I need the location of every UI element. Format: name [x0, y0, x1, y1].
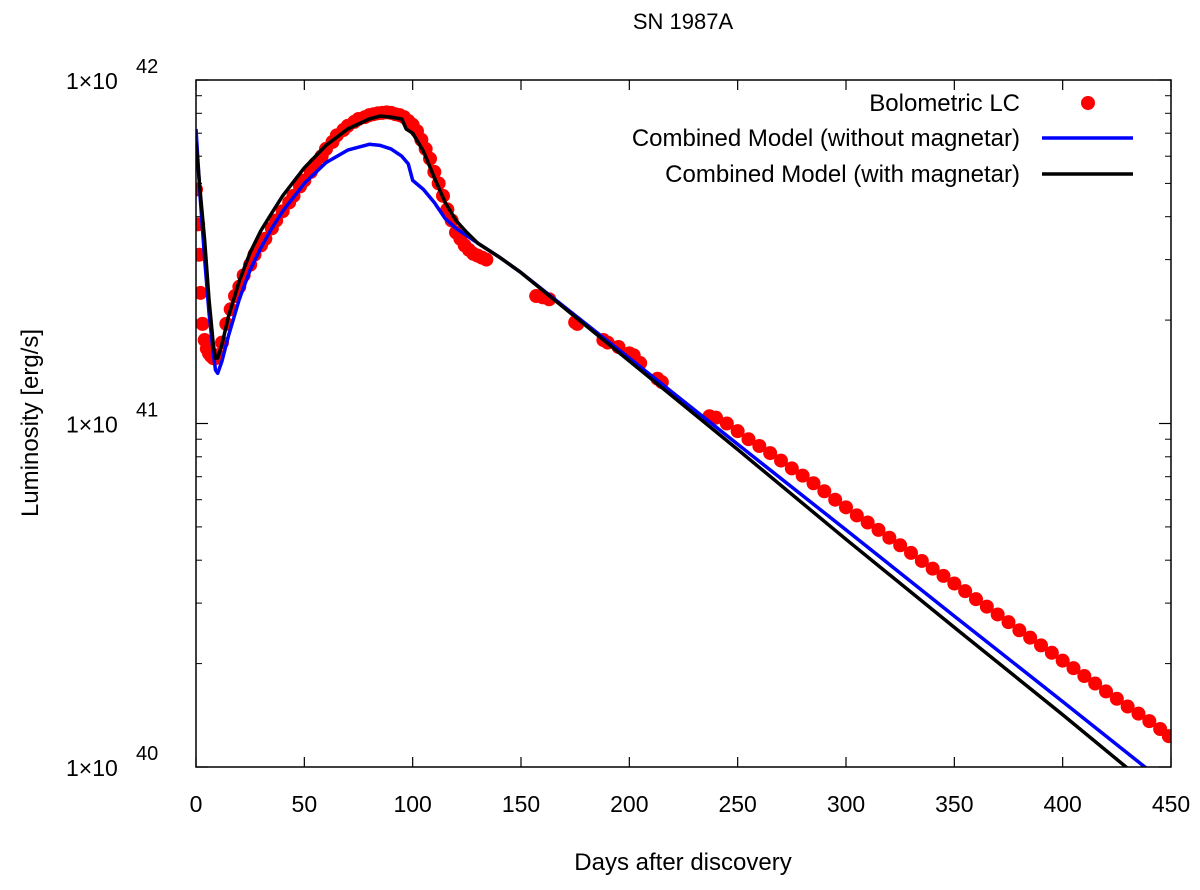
y-axis-label: Luminosity [erg/s] [17, 329, 44, 517]
x-tick-label: 350 [935, 791, 973, 817]
x-tick-label: 400 [1043, 791, 1081, 817]
data-point [1012, 623, 1027, 638]
data-point [1034, 638, 1048, 653]
data-point [196, 316, 210, 331]
data-point [882, 530, 897, 545]
x-tick-label: 50 [292, 791, 318, 817]
data-point [719, 416, 734, 431]
data-point [730, 424, 745, 439]
data-point [479, 252, 494, 267]
data-point [936, 568, 951, 583]
y-tick-label: 1×10 [66, 68, 118, 94]
data-point [1023, 630, 1038, 645]
data-point [763, 446, 778, 461]
data-point [1109, 691, 1124, 706]
data-point [904, 545, 918, 560]
x-axis: 0 50 100 150 200 250 300 350 400 450 [190, 80, 1190, 817]
y-tick-exponent: 40 [136, 743, 158, 765]
x-tick-label: 300 [827, 791, 865, 817]
y-tick-label: 1×10 [66, 755, 118, 781]
data-point [979, 599, 994, 614]
x-tick-label: 450 [1152, 791, 1190, 817]
data-point [839, 500, 853, 515]
data-point [806, 476, 821, 491]
legend-label: Bolometric LC [869, 90, 1020, 117]
data-point [947, 576, 962, 591]
series-bolometric-points [196, 105, 1171, 744]
data-point [1142, 714, 1157, 729]
chart-title: SN 1987A [633, 9, 734, 34]
data-point [784, 461, 799, 476]
data-point [1077, 669, 1092, 684]
data-point [774, 453, 788, 468]
data-point [828, 492, 843, 507]
x-tick-label: 250 [718, 791, 756, 817]
data-point [741, 432, 756, 447]
data-point [196, 285, 208, 300]
y-tick-exponent: 42 [136, 56, 158, 78]
data-point [817, 484, 832, 499]
data-point [893, 538, 908, 553]
data-point [860, 515, 875, 530]
legend: Bolometric LC Combined Model (without mag… [632, 90, 1133, 188]
data-point [1131, 706, 1146, 721]
data-point [1161, 729, 1171, 744]
data-point [958, 584, 973, 599]
data-point [1001, 615, 1016, 630]
plot-frame [195, 79, 1172, 768]
data-point [1044, 645, 1059, 660]
data-point [1099, 684, 1113, 699]
data-point [1120, 699, 1135, 714]
x-tick-label: 200 [610, 791, 648, 817]
data-point [795, 468, 810, 483]
data-point [914, 553, 929, 568]
x-tick-label: 150 [502, 791, 540, 817]
data-point [1088, 676, 1103, 691]
x-axis-label: Days after discovery [574, 849, 791, 876]
data-point [925, 561, 940, 576]
x-tick-label: 100 [393, 791, 431, 817]
legend-label: Combined Model (without magnetar) [632, 125, 1020, 152]
data-point [752, 438, 767, 453]
series-without-magnetar-line [196, 128, 1148, 767]
y-tick-exponent: 41 [136, 400, 158, 422]
data-point [990, 607, 1005, 622]
data-point [871, 522, 886, 537]
data-point [1066, 661, 1081, 676]
y-tick-label: 1×10 [66, 412, 118, 438]
series-with-magnetar-line [196, 114, 1129, 767]
legend-label: Combined Model (with magnetar) [665, 161, 1020, 188]
legend-marker-points [1081, 96, 1095, 110]
x-tick-label: 0 [190, 791, 203, 817]
series-layer [196, 105, 1171, 767]
data-point [849, 508, 864, 523]
data-point [1055, 653, 1070, 668]
data-point [969, 592, 983, 607]
data-point [709, 410, 723, 425]
